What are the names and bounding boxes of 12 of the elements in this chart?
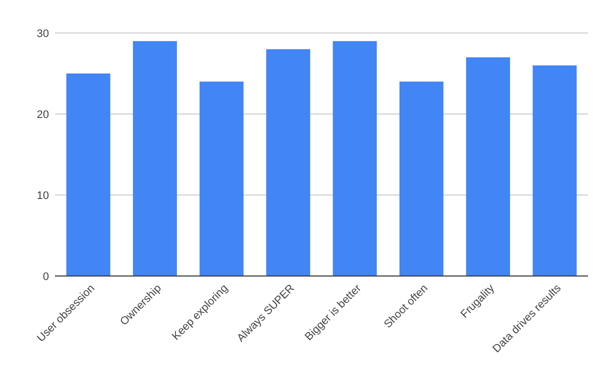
bar <box>266 49 310 276</box>
bar <box>466 57 510 276</box>
bar <box>132 41 177 276</box>
y-tick-label: 10 <box>36 190 49 202</box>
y-tick-label: 20 <box>36 108 49 121</box>
y-tick-label: 0 <box>42 270 49 283</box>
bar <box>332 41 377 276</box>
bar <box>200 82 244 276</box>
bar <box>399 82 444 276</box>
bar <box>66 74 110 276</box>
bar <box>532 65 577 276</box>
y-tick-label: 30 <box>36 28 49 40</box>
